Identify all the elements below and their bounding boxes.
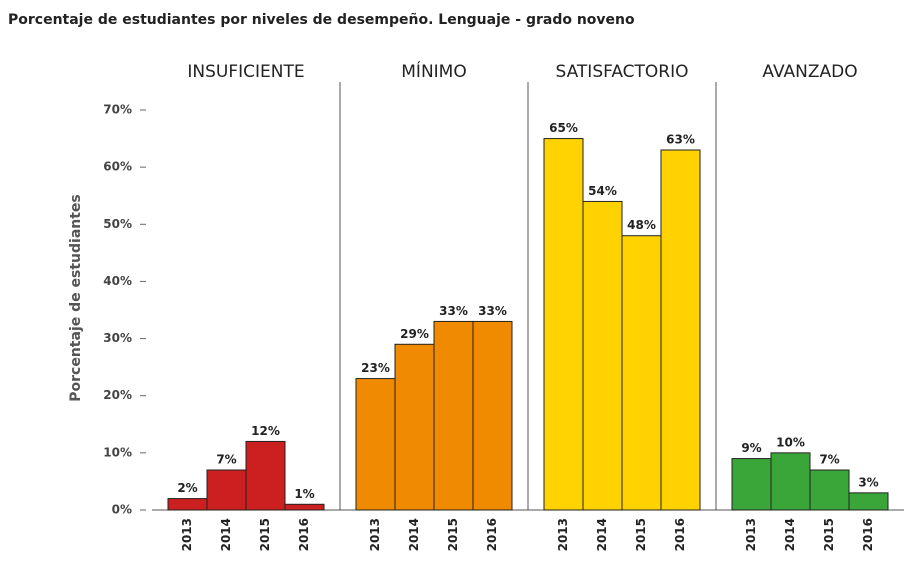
y-tick-label: 40% [103,274,132,288]
x-tick-label: 2016 [673,518,687,551]
x-tick-label: 2015 [258,518,272,551]
x-tick-label: 2013 [180,518,194,551]
value-label: 7% [216,453,236,467]
value-label: 9% [741,441,761,455]
facet-label: INSUFICIENTE [187,62,304,82]
value-label: 33% [439,304,468,318]
y-axis-label: Porcentaje de estudiantes [68,194,84,401]
bar [582,200,623,511]
value-label: 29% [400,327,429,341]
x-tick-label: 2013 [744,518,758,551]
bar [660,149,701,511]
x-tick-label: 2014 [219,518,233,551]
x-tick-label: 2016 [485,518,499,551]
bar [433,320,474,511]
y-tick-label: 30% [103,331,132,345]
bar [284,503,325,511]
x-tick-label: 2016 [297,518,311,551]
y-tick-label: 60% [103,160,132,174]
bar [245,440,286,511]
y-tick-label: 20% [103,388,132,402]
bar [167,498,208,511]
x-tick-label: 2014 [783,518,797,551]
bar [621,235,662,511]
y-tick-label: 0% [112,503,132,517]
value-label: 48% [627,218,656,232]
x-tick-label: 2016 [861,518,875,551]
x-tick-label: 2015 [822,518,836,551]
value-label: 10% [776,435,805,449]
value-label: 33% [478,304,507,318]
value-label: 1% [294,487,314,501]
x-tick-label: 2015 [634,518,648,551]
y-tick-label: 70% [103,103,132,117]
bar [848,492,889,511]
bar [770,452,811,511]
value-label: 65% [549,121,578,135]
bar [355,378,396,511]
x-tick-label: 2013 [368,518,382,551]
value-label: 3% [858,475,878,489]
x-tick-label: 2014 [595,518,609,551]
y-tick-label: 50% [103,217,132,231]
value-label: 7% [819,453,839,467]
bar [394,343,435,511]
value-label: 12% [251,424,280,438]
chart-title: Porcentaje de estudiantes por niveles de… [8,12,635,28]
value-label: 2% [177,481,197,495]
bar [472,320,513,511]
x-tick-label: 2014 [407,518,421,551]
value-label: 54% [588,184,617,198]
value-label: 63% [666,133,695,147]
bar [731,458,772,511]
facet-label: AVANZADO [762,62,857,82]
bar [206,469,247,511]
x-tick-label: 2015 [446,518,460,551]
facet-label: MÍNIMO [401,60,466,82]
y-tick-label: 10% [103,445,132,459]
value-label: 23% [361,361,390,375]
bar [809,469,850,511]
x-tick-label: 2013 [556,518,570,551]
bar [543,138,584,511]
facet-label: SATISFACTORIO [556,62,689,82]
